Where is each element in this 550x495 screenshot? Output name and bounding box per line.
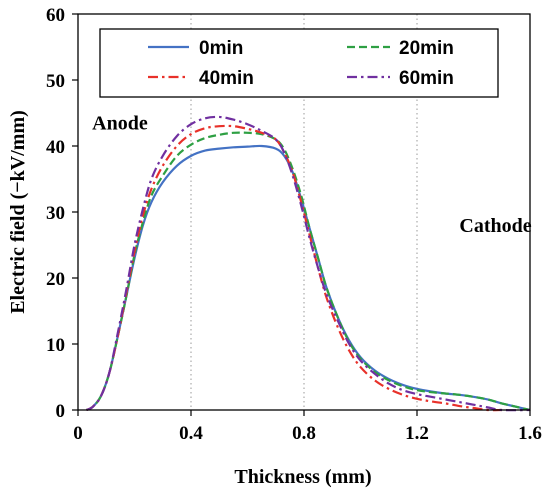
y-tick-label: 50 (46, 71, 65, 92)
x-tick-label: 0.8 (292, 423, 316, 444)
legend-box (99, 28, 499, 98)
y-ticks: 0 10 20 30 40 50 60 (46, 5, 78, 422)
legend-label-0min: 0min (199, 38, 243, 59)
x-ticks: 0 0.4 0.8 1.2 1.6 (73, 410, 542, 444)
y-tick-label: 20 (46, 269, 65, 290)
series-lines (86, 115, 531, 412)
y-tick-label: 10 (46, 335, 65, 356)
y-tick-label: 60 (46, 5, 65, 26)
x-tick-label: 0.4 (179, 423, 203, 444)
series-line-0min (86, 144, 531, 412)
annotation-anode: Anode (92, 113, 148, 135)
legend-label-60min: 60min (399, 68, 454, 89)
x-tick-label: 1.2 (405, 423, 429, 444)
x-axis-title: Thickness (mm) (234, 466, 371, 488)
y-axis-title: Electric field (−kV/mm) (7, 110, 29, 314)
annotation-cathode: Cathode (459, 215, 531, 237)
x-tick-label: 1.6 (518, 423, 542, 444)
legend-label-20min: 20min (399, 38, 454, 59)
series-line-60min (86, 115, 531, 412)
x-tick-label: 0 (73, 423, 83, 444)
y-tick-label: 0 (56, 401, 66, 422)
legend: 0min 20min 40min 60min (99, 28, 499, 98)
y-tick-label: 40 (46, 137, 65, 158)
series-line-40min (86, 124, 502, 412)
legend-label-40min: 40min (199, 68, 254, 89)
y-tick-label: 30 (46, 203, 65, 224)
